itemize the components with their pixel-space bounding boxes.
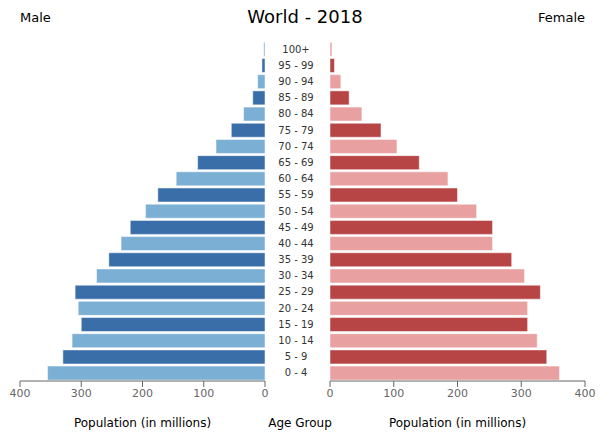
svg-text:40 - 44: 40 - 44 <box>278 238 313 249</box>
html-text:Female: Female <box>538 10 585 25</box>
html-text:Population (in millions): Population (in millions) <box>73 416 212 430</box>
svg-text:300: 300 <box>71 387 92 400</box>
html-text:Population (in millions): Population (in millions) <box>388 416 527 430</box>
svg-text:20 - 24: 20 - 24 <box>278 303 313 314</box>
svg-text:70 - 74: 70 - 74 <box>278 141 313 152</box>
svg-text:15 - 19: 15 - 19 <box>278 319 313 330</box>
svg-text:400: 400 <box>10 387 31 400</box>
svg-text:100: 100 <box>193 387 214 400</box>
svg-text:85 - 89: 85 - 89 <box>278 92 313 103</box>
svg-text:50 - 54: 50 - 54 <box>278 206 313 217</box>
svg-text:100: 100 <box>383 387 404 400</box>
svg-text:0: 0 <box>262 387 269 400</box>
svg-text:200: 200 <box>132 387 153 400</box>
svg-text:200: 200 <box>447 387 468 400</box>
svg-text:0: 0 <box>327 387 334 400</box>
html-text:Male: Male <box>20 10 51 25</box>
svg-text:45 - 49: 45 - 49 <box>278 222 313 233</box>
svg-text:65 - 69: 65 - 69 <box>278 157 313 168</box>
svg-text:75 - 79: 75 - 79 <box>278 125 313 136</box>
svg-text:25 - 29: 25 - 29 <box>278 286 313 297</box>
svg-text:80 - 84: 80 - 84 <box>278 108 313 119</box>
svg-text:5 - 9: 5 - 9 <box>285 351 308 362</box>
svg-text:90 - 94: 90 - 94 <box>278 76 313 87</box>
svg-text:95 - 99: 95 - 99 <box>278 60 313 71</box>
svg-text:30 - 34: 30 - 34 <box>278 270 313 281</box>
svg-text:10 - 14: 10 - 14 <box>278 335 313 346</box>
svg-text:100+: 100+ <box>282 44 309 55</box>
svg-text:35 - 39: 35 - 39 <box>278 254 313 265</box>
svg-text:400: 400 <box>575 387 596 400</box>
html-text:World - 2018: World - 2018 <box>247 6 363 27</box>
svg-text:60 - 64: 60 - 64 <box>278 173 313 184</box>
html-text:Age Group: Age Group <box>268 416 332 430</box>
svg-text:55 - 59: 55 - 59 <box>278 189 313 200</box>
svg-text:0 - 4: 0 - 4 <box>285 367 308 378</box>
svg-text:300: 300 <box>511 387 532 400</box>
